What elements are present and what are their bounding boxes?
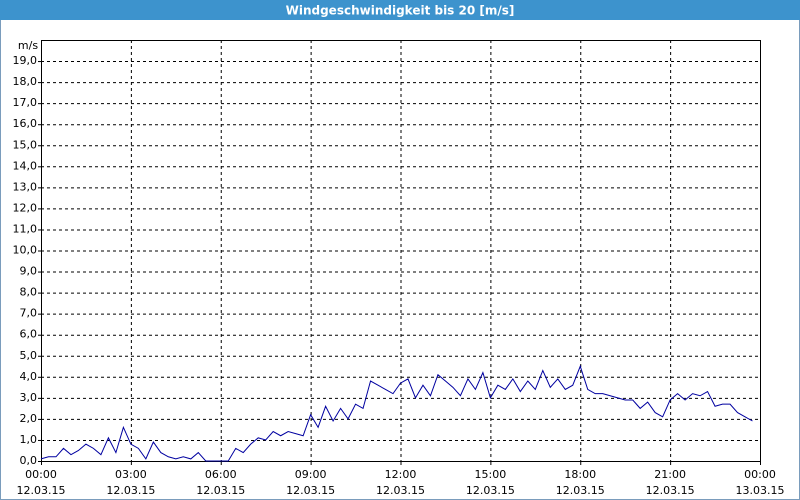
y-tick-label: 5,0 [20,349,38,362]
x-tick-label: 12.03.15 [196,484,245,497]
y-tick-label: 10,0 [13,244,38,257]
y-tick-label: 3,0 [20,391,38,404]
y-axis-label: m/s [18,39,38,52]
y-tick-label: 15,0 [13,138,38,151]
x-tick-label: 18:00 [564,468,596,481]
x-tick-label: 12.03.15 [376,484,425,497]
y-tick-label: 2,0 [20,412,38,425]
y-tick-label: 17,0 [13,96,38,109]
y-tick-label: 19,0 [13,54,38,67]
data-line [40,364,753,462]
y-tick-label: 0,0 [20,454,38,467]
x-tick-label: 00:00 [25,468,57,481]
y-tick-label: 12,0 [13,201,38,214]
x-tick-label: 12.03.15 [556,484,605,497]
y-tick-label: 4,0 [20,370,38,383]
x-tick-label: 12.03.15 [646,484,695,497]
y-tick-label: 9,0 [20,265,38,278]
y-tick-label: 11,0 [13,222,38,235]
x-tick-label: 12.03.15 [106,484,155,497]
x-tick-label: 00:00 [744,468,776,481]
x-tick-label: 15:00 [475,468,507,481]
x-tick-label: 12.03.15 [17,484,66,497]
x-tick-label: 12:00 [385,468,417,481]
y-tick-label: 13,0 [13,180,38,193]
y-tick-label: 7,0 [20,307,38,320]
plot-frame [41,40,761,462]
x-tick-label: 13.03.15 [736,484,785,497]
y-tick-label: 14,0 [13,159,38,172]
x-tick-label: 09:00 [295,468,327,481]
y-tick-label: 8,0 [20,286,38,299]
x-tick-label: 12.03.15 [466,484,515,497]
y-tick-label: 18,0 [13,75,38,88]
x-tick-label: 12.03.15 [286,484,335,497]
y-tick-label: 16,0 [13,117,38,130]
x-tick-label: 21:00 [654,468,686,481]
x-tick-label: 06:00 [205,468,237,481]
title-bar [0,0,800,20]
y-tick-label: 6,0 [20,328,38,341]
chart-title: Windgeschwindigkeit bis 20 [m/s] [286,4,515,18]
x-tick-label: 03:00 [115,468,147,481]
y-tick-label: 1,0 [20,433,38,446]
